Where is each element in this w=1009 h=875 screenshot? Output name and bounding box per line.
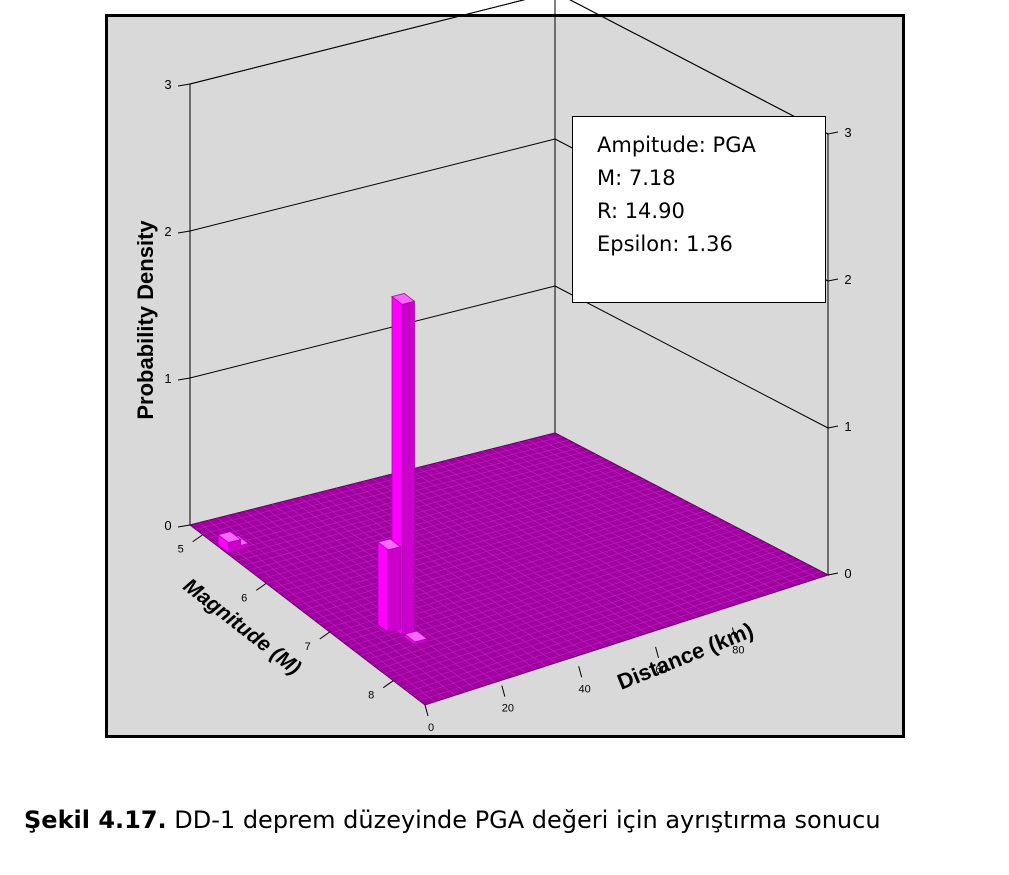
floor-grid-line — [419, 571, 822, 701]
bar-top-face — [403, 630, 429, 643]
distance-tick-label: 80 — [732, 645, 744, 657]
z-tick — [177, 83, 191, 87]
bar — [377, 538, 402, 633]
distance-tick — [424, 704, 429, 717]
floor-grid-line — [383, 549, 781, 674]
bar-top-face — [377, 538, 402, 551]
z-tick-right — [827, 131, 839, 135]
magnitude-tick-label: 7 — [305, 641, 311, 653]
annotation-distance: R: 14.90 — [597, 199, 685, 223]
floor-grid-line — [408, 469, 667, 628]
z-tick-label: 3 — [164, 77, 171, 92]
z-tick-label-right: 2 — [844, 272, 851, 287]
distance-tick — [501, 685, 506, 697]
distance-tick-label: 20 — [502, 703, 514, 715]
magnitude-tick — [382, 680, 394, 689]
floor-grid-line — [399, 471, 657, 631]
gridline-side — [554, 285, 829, 429]
magnitude-tick — [255, 582, 267, 591]
floor-grid-line — [545, 435, 819, 579]
floor-grid-line — [463, 455, 728, 608]
bar-side-face — [387, 546, 401, 633]
floor-grid-line — [313, 507, 699, 620]
bar — [403, 630, 429, 646]
caption-text: DD-1 deprem düzeyinde PGA değeri için ay… — [166, 806, 881, 834]
z-tick-right — [827, 278, 839, 282]
floor-grid-line — [360, 535, 754, 656]
z-tick — [177, 524, 191, 528]
z-tick — [177, 377, 191, 381]
bar-front-face — [377, 541, 389, 633]
chart-bars — [217, 293, 429, 646]
floor-grid-line — [454, 458, 718, 612]
annotation-epsilon: Epsilon: 1.36 — [597, 232, 733, 256]
z-axis-label: Probability Density — [133, 220, 158, 420]
floor-grid-line — [366, 539, 760, 661]
floor-grid-line — [395, 556, 794, 683]
gridline-side — [569, 0, 829, 135]
distance-tick — [578, 666, 583, 678]
gridline-back — [189, 138, 556, 232]
caption-label: Şekil 4.17. — [24, 806, 167, 834]
annotation-amplitude: Ampitude: PGA — [597, 133, 756, 157]
bar-top-face — [217, 531, 242, 543]
magnitude-tick — [192, 534, 203, 543]
z-tick-label-right: 3 — [844, 125, 851, 140]
floor-grid-line — [445, 460, 708, 615]
back-wall — [189, 0, 556, 526]
floor-grid-line — [500, 446, 768, 595]
magnitude-tick-label: 8 — [368, 690, 374, 702]
z-tick-right — [827, 425, 839, 429]
floor-grid-line — [389, 553, 788, 679]
floor-grid-line — [509, 444, 778, 592]
floor-grid-line — [390, 474, 647, 634]
distance-tick — [731, 627, 736, 639]
floor-grid-line — [417, 467, 678, 625]
magnitude-tick — [319, 631, 331, 640]
floor-grid-line — [372, 542, 767, 665]
floor-grid-line — [427, 464, 688, 621]
floor-grid-line — [354, 532, 747, 652]
magnitude-tick-label: 6 — [241, 592, 247, 604]
distance-tick-label: 0 — [428, 722, 434, 734]
floor-grid-line — [377, 546, 774, 670]
floor-grid-line — [490, 448, 758, 599]
z-tick — [177, 230, 191, 234]
distance-tick — [655, 646, 660, 659]
annotation-magnitude: M: 7.18 — [597, 166, 676, 190]
z-tick-label: 1 — [164, 371, 171, 386]
distance-tick-label: 60 — [655, 664, 667, 676]
floor-grid-line — [518, 441, 788, 589]
floor-grid-line — [481, 451, 748, 602]
bar — [217, 531, 242, 554]
gridline-back — [189, 0, 526, 85]
floor-grid-line — [401, 560, 801, 688]
z-tick-label: 0 — [164, 518, 171, 533]
floor-grid-line — [407, 564, 808, 692]
floor-grid-line — [527, 439, 798, 586]
bar-top-face — [391, 293, 416, 305]
annotation-box: Ampitude: PGA M: 7.18 R: 14.90 Epsilon: … — [572, 116, 826, 303]
z-tick-right — [827, 572, 839, 576]
z-tick-label: 2 — [164, 224, 171, 239]
z-tick-label-right: 1 — [844, 419, 851, 434]
floor-grid-line — [413, 567, 815, 697]
floor-grid-line — [381, 476, 637, 638]
bar-side-face — [401, 300, 415, 636]
floor-grid-line — [436, 462, 698, 618]
magnitude-tick-label: 5 — [178, 544, 184, 556]
figure-caption: Şekil 4.17. DD-1 deprem düzeyinde PGA de… — [24, 806, 881, 834]
floor-grid-line — [472, 453, 738, 605]
distance-tick-label: 40 — [579, 683, 591, 695]
floor-grid-line — [536, 437, 808, 582]
z-tick-label-right: 0 — [844, 566, 851, 581]
gridline-back — [189, 285, 556, 379]
